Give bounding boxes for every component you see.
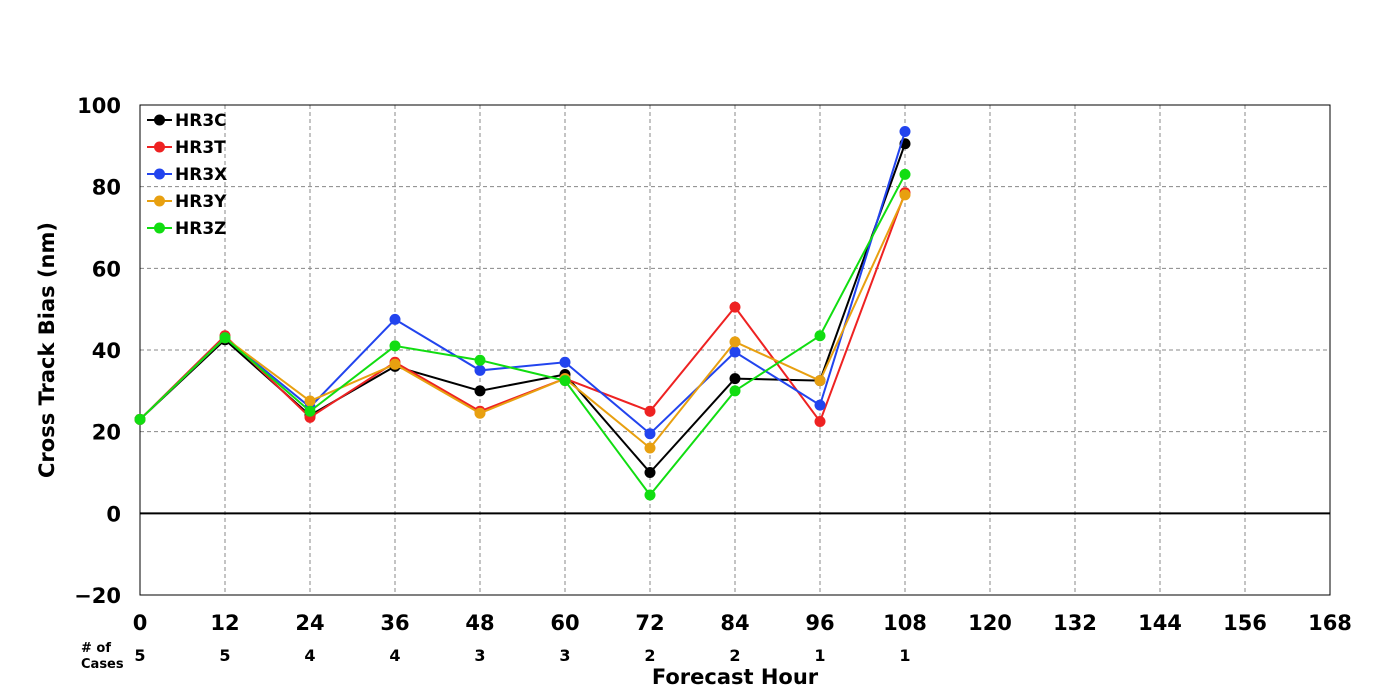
data-point-hr3x (899, 126, 911, 138)
data-point-hr3y (474, 407, 486, 419)
cases-header-line2: Cases (81, 657, 124, 672)
x-tick-label: 12 (210, 611, 239, 635)
x-tick-label: 36 (380, 611, 409, 635)
cases-header-line1: # of (81, 641, 111, 656)
case-count: 4 (389, 646, 400, 665)
legend-label: HR3Y (175, 192, 227, 212)
y-tick-label: 100 (77, 94, 121, 118)
case-count: 3 (474, 646, 485, 665)
cases-header-2: Cases (81, 657, 124, 672)
y-tick-label: 60 (92, 257, 121, 281)
x-tick-label: 84 (720, 611, 749, 635)
data-point-hr3c (644, 467, 656, 478)
data-point-hr3z (559, 375, 571, 387)
case-count: 2 (729, 646, 740, 665)
legend-label: HR3T (175, 138, 226, 158)
series-line-hr3y (139, 194, 906, 450)
series-line-hr3z (139, 173, 906, 497)
y-tick-labels: −20 0 20 40 60 80 100 (74, 94, 121, 608)
data-point-hr3y (899, 189, 911, 201)
x-tick-label: 72 (635, 611, 664, 635)
x-tick-labels: 0 12 24 36 48 60 72 84 96 108 120 132 144 156 168 (133, 611, 1352, 635)
legend-marker (154, 222, 165, 234)
legend-marker (154, 141, 165, 153)
data-point-hr3z (899, 168, 911, 180)
y-tick-label: 0 (106, 502, 121, 526)
x-axis-title: Forecast Hour (652, 665, 819, 689)
case-count: 3 (559, 646, 570, 665)
x-tick-label: 144 (1138, 611, 1182, 635)
x-tick-label: 132 (1053, 611, 1097, 635)
data-point-hr3x (559, 356, 571, 368)
x-tick-label: 48 (465, 611, 494, 635)
legend-label: HR3Z (175, 219, 226, 239)
case-count: 1 (814, 646, 825, 665)
legend: HR3C HR3T HR3X HR3Y HR3Z (147, 111, 227, 239)
case-count: 2 (644, 646, 655, 665)
data-point-hr3z (389, 340, 401, 352)
data-point-hr3z (729, 385, 741, 397)
data-point-hr3z (474, 354, 486, 366)
data-point-hr3t (814, 415, 826, 427)
y-tick-label: 80 (92, 176, 121, 200)
legend-marker (154, 195, 165, 207)
x-tick-label: 120 (968, 611, 1012, 635)
data-point-hr3x (729, 346, 741, 358)
data-point-hr3t (729, 301, 741, 313)
legend-marker (154, 168, 165, 180)
cases-header: # of (81, 641, 111, 656)
data-point-hr3z (814, 330, 826, 342)
data-point-hr3y (304, 395, 316, 407)
x-tick-label: 60 (550, 611, 579, 635)
data-point-hr3x (644, 428, 656, 440)
data-point-hr3z (644, 489, 656, 501)
legend-label: HR3C (175, 111, 227, 131)
data-point-hr3y (729, 336, 741, 348)
data-point-hr3c (729, 373, 741, 385)
case-count: 4 (304, 646, 315, 665)
case-count: 1 (899, 646, 910, 665)
y-tick-label: 20 (92, 421, 121, 445)
data-point-hr3x (389, 313, 401, 325)
x-tick-label: 108 (883, 611, 927, 635)
y-axis-title: Cross Track Bias (nm) (35, 222, 59, 478)
data-point-hr3y (644, 442, 656, 454)
plot-frame (139, 104, 1331, 596)
legend-label: HR3X (175, 165, 227, 185)
x-tick-label: 24 (295, 611, 324, 635)
x-tick-label: 96 (805, 611, 834, 635)
data-point-hr3c (474, 385, 486, 397)
case-count: 5 (134, 646, 145, 665)
data-point-hr3z (134, 413, 146, 425)
data-point-hr3y (814, 375, 826, 387)
y-tick-label: −20 (74, 584, 121, 608)
x-tick-label: 168 (1308, 611, 1352, 635)
data-point-hr3z (219, 332, 231, 344)
legend-marker (154, 114, 165, 126)
y-tick-label: 40 (92, 339, 121, 363)
data-point-hr3y (389, 358, 401, 370)
series-group (134, 126, 911, 501)
x-tick-label: 0 (133, 611, 148, 635)
case-count: 5 (219, 646, 230, 665)
data-point-hr3x (474, 364, 486, 376)
x-tick-label: 156 (1223, 611, 1267, 635)
data-point-hr3x (814, 399, 826, 411)
cases-row: # of Cases 5 5 4 4 3 3 2 2 1 1 (81, 641, 911, 672)
data-point-hr3t (644, 405, 656, 417)
series-line-hr3x (139, 131, 906, 436)
data-point-hr3z (304, 405, 316, 417)
